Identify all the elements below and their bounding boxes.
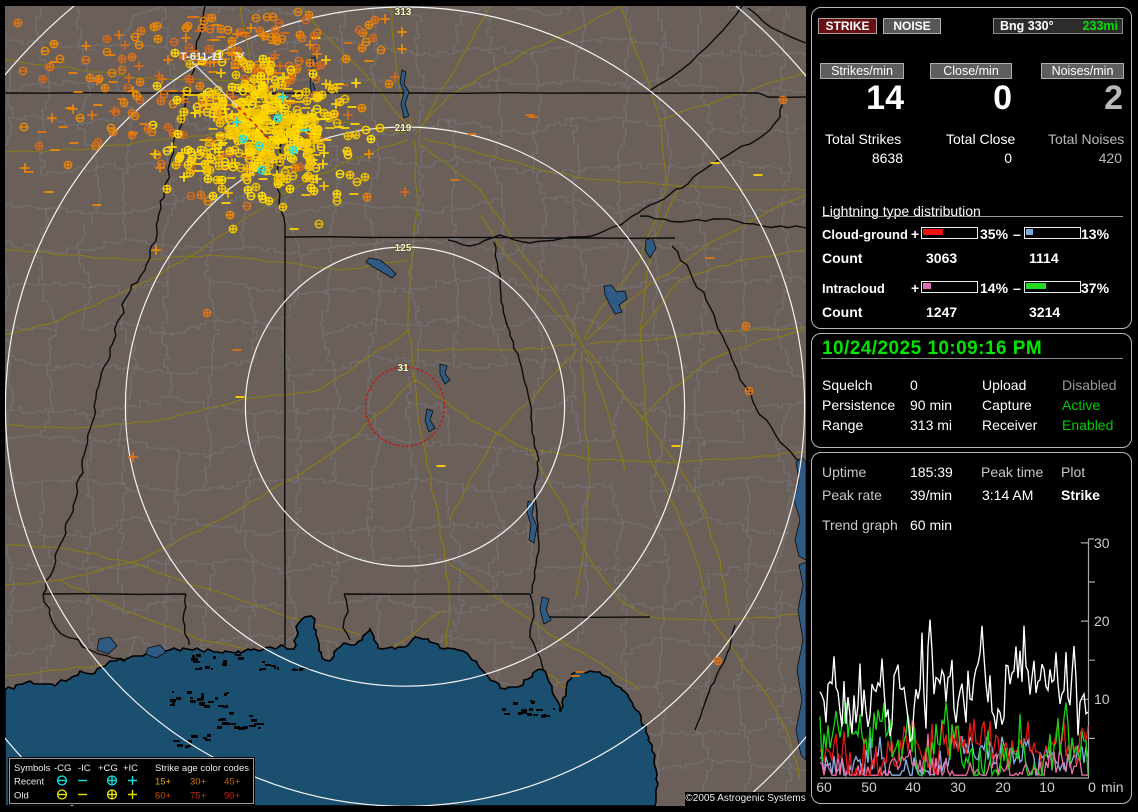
svg-text:75+: 75+: [190, 791, 207, 802]
svg-text:Old: Old: [14, 791, 29, 802]
svg-text:30+: 30+: [190, 777, 207, 788]
svg-text:31: 31: [397, 363, 409, 374]
svg-text:+IC: +IC: [123, 763, 138, 774]
svg-text:313: 313: [395, 7, 412, 18]
svg-text:125: 125: [395, 243, 412, 254]
svg-text:+CG: +CG: [98, 763, 118, 774]
svg-text:Recent: Recent: [14, 777, 44, 788]
svg-text:T-611-11: T-611-11: [180, 51, 223, 63]
svg-text:-IC: -IC: [78, 763, 91, 774]
svg-text:Strike age color codes: Strike age color codes: [155, 763, 249, 774]
svg-text:Symbols: Symbols: [14, 763, 51, 774]
svg-text:15+: 15+: [155, 777, 172, 788]
svg-text:60+: 60+: [155, 791, 172, 802]
svg-text:219: 219: [395, 123, 412, 134]
svg-text:90+: 90+: [224, 791, 241, 802]
svg-text:-CG: -CG: [54, 763, 71, 774]
svg-text:45+: 45+: [224, 777, 241, 788]
